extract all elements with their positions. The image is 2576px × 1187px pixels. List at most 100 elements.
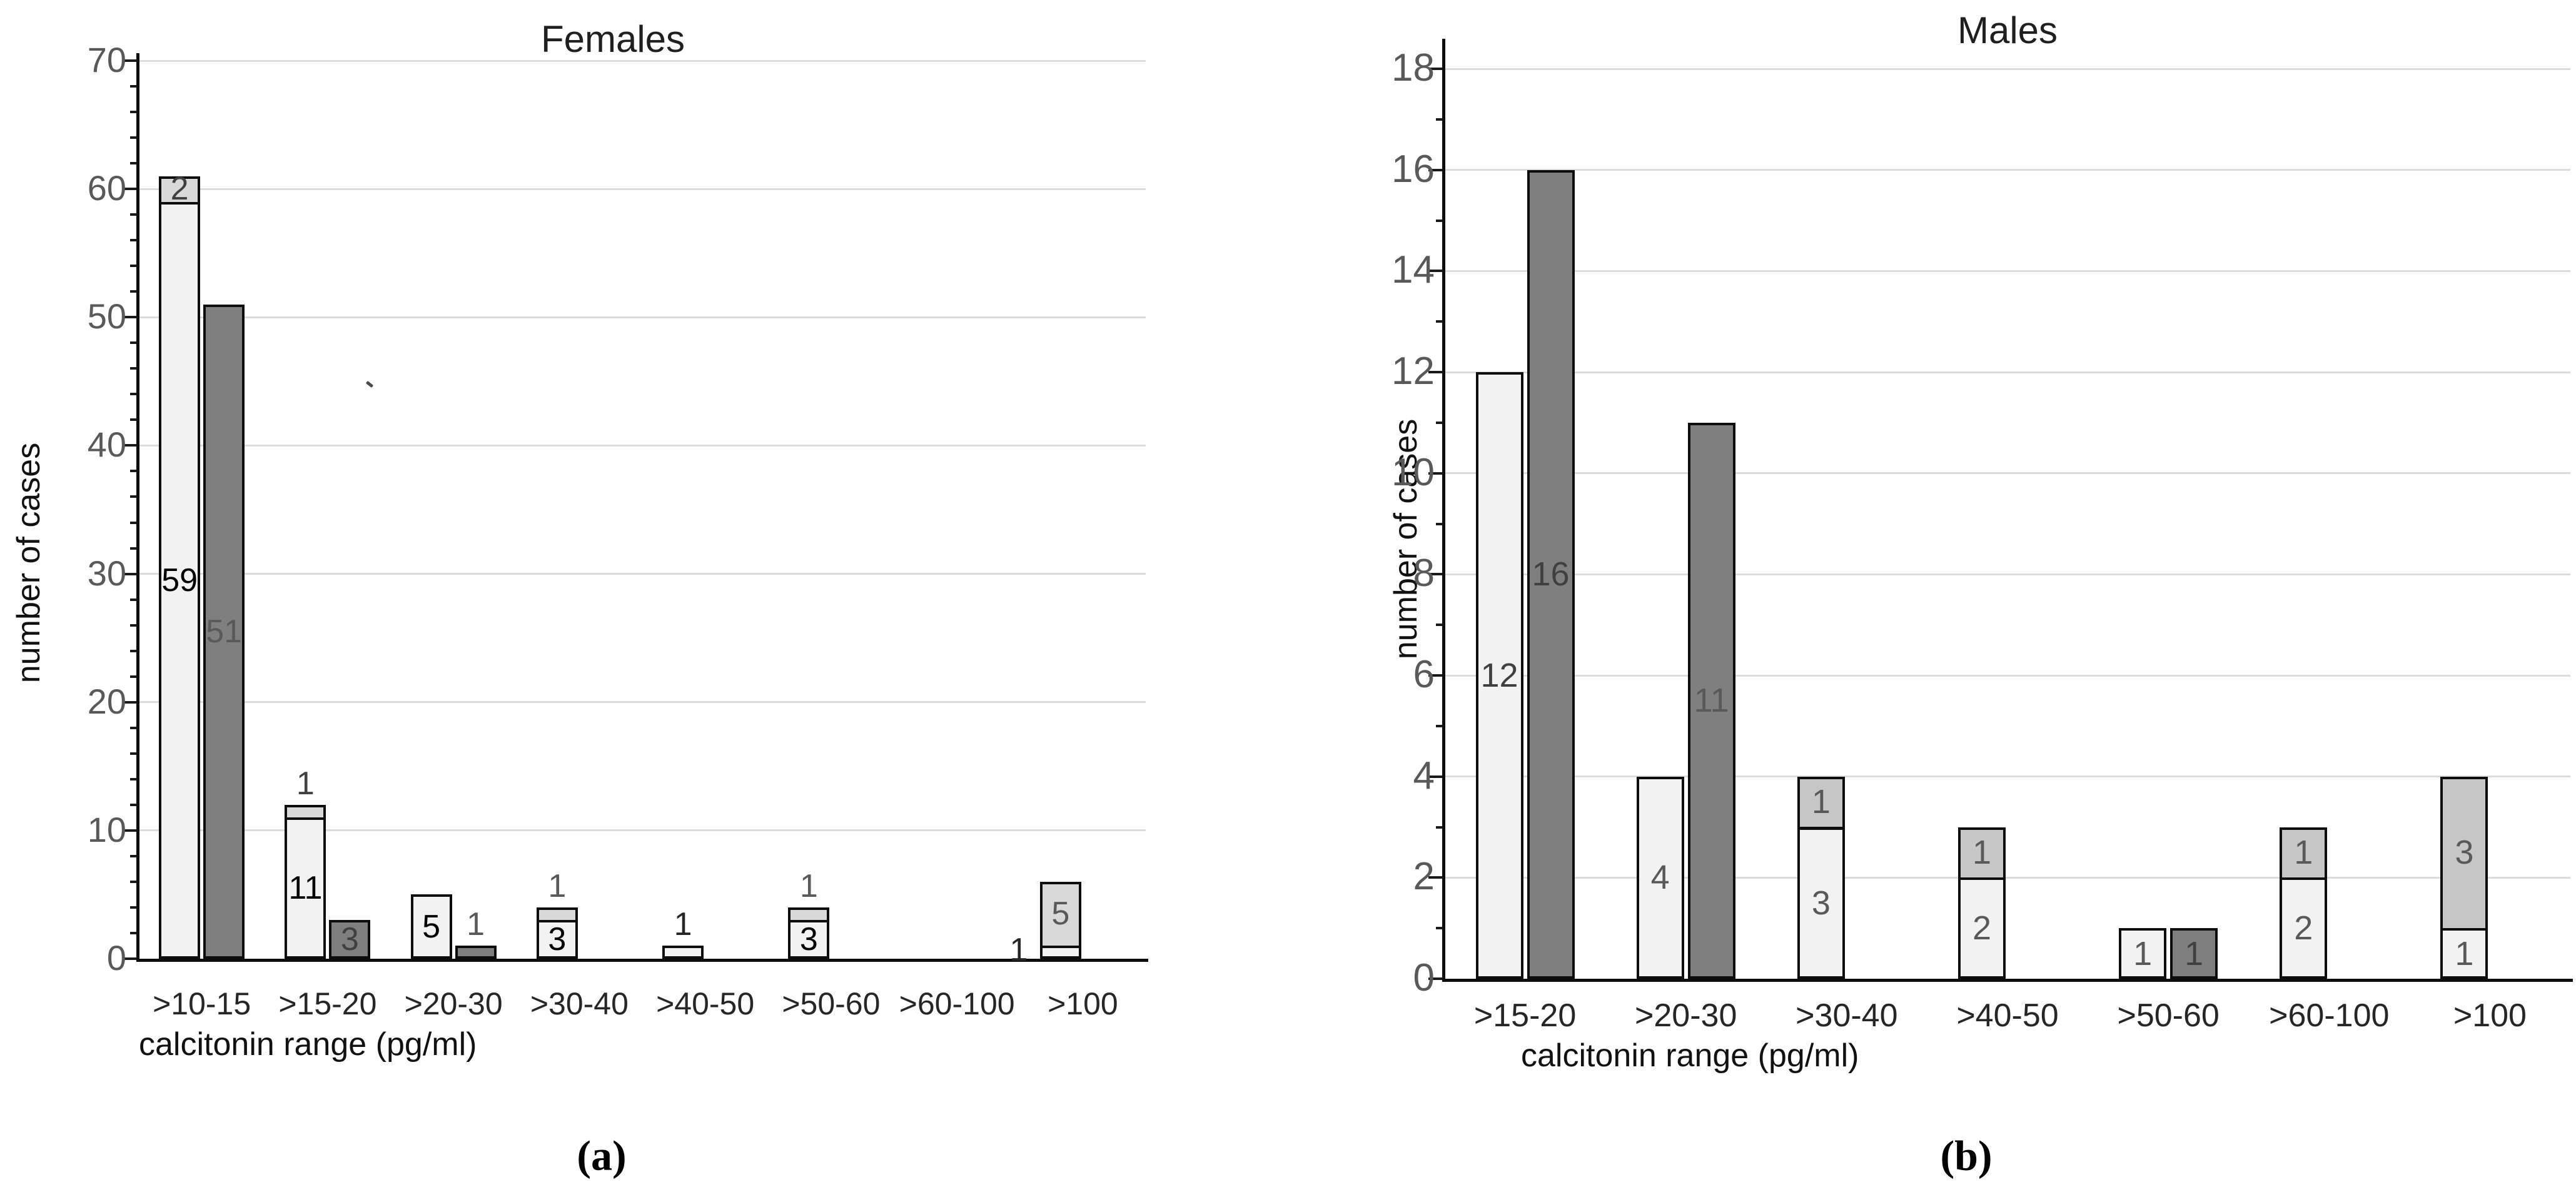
gridline <box>1445 876 2570 879</box>
y-major-tick-mark <box>123 957 139 960</box>
x-axis-line <box>1442 979 2573 982</box>
y-major-tick-mark <box>1428 270 1445 273</box>
y-axis-line <box>1442 39 1445 981</box>
bar-value-label: 12 <box>1480 657 1518 694</box>
bar-segment-light-stack-top <box>285 804 326 821</box>
bar-segment-light-stack-base <box>410 894 452 959</box>
gridline <box>1445 68 2570 70</box>
bar-value-label: 1 <box>799 867 818 904</box>
bar-value-label: 2 <box>1972 909 1992 947</box>
y-tick-label: 16 <box>1392 147 1435 191</box>
bar-segment-light-stack-top <box>1039 881 1081 949</box>
bar-value-label: 1 <box>674 906 692 943</box>
bar-segment-dark <box>329 920 371 959</box>
y-axis-line <box>136 53 139 961</box>
gridline <box>1445 270 2570 272</box>
gridline <box>139 829 1146 832</box>
gridline <box>139 573 1146 575</box>
bar-value-label: 1 <box>296 765 315 802</box>
y-minor-tick-mark <box>130 136 139 139</box>
y-minor-tick-mark <box>130 470 139 473</box>
y-major-tick-mark <box>123 700 139 704</box>
gridline <box>1445 775 2570 778</box>
y-minor-tick-mark <box>1436 724 1445 727</box>
bar-segment-dark <box>1527 169 1575 979</box>
y-minor-tick-mark <box>130 803 139 806</box>
y-major-tick-mark <box>1428 371 1445 373</box>
x-tick-label: >100 <box>2453 998 2527 1034</box>
y-major-tick-mark <box>123 59 139 62</box>
bar-value-label: 1 <box>467 906 485 943</box>
bar-segment-light-stack-top <box>1797 776 1845 830</box>
y-minor-tick-mark <box>130 598 139 601</box>
y-tick-label: 6 <box>1413 653 1435 697</box>
y-minor-tick-mark <box>130 624 139 627</box>
bar-value-label: 1 <box>1811 783 1831 821</box>
y-tick-label: 60 <box>87 168 126 208</box>
y-minor-tick-mark <box>130 931 139 934</box>
y-major-tick-mark <box>123 444 139 447</box>
y-major-tick-mark <box>1428 876 1445 879</box>
gridline <box>1445 573 2570 575</box>
y-minor-tick-mark <box>130 393 139 396</box>
y-minor-tick-mark <box>1436 421 1445 424</box>
caption-a: (a) <box>577 1131 627 1179</box>
chart-title-females: Females <box>540 18 685 60</box>
bar-segment-dark <box>1687 422 1735 979</box>
y-major-tick-mark <box>123 829 139 832</box>
bar-value-label: 11 <box>288 870 323 907</box>
x-tick-label: >100 <box>1048 986 1118 1021</box>
y-minor-tick-mark <box>130 418 139 422</box>
y-tick-label: 14 <box>1392 248 1435 292</box>
y-minor-tick-mark <box>130 521 139 524</box>
y-tick-label: 10 <box>1392 450 1435 494</box>
y-minor-tick-mark <box>1436 219 1445 222</box>
y-tick-label: 0 <box>106 938 126 978</box>
x-axis-title-females: calcitonin range (pg/ml) <box>139 1026 477 1063</box>
bar-segment-light-stack-base <box>2280 877 2328 979</box>
x-tick-label: >40-50 <box>656 986 755 1021</box>
y-minor-tick-mark <box>130 239 139 242</box>
caption-b: (b) <box>1940 1131 1993 1179</box>
y-tick-label: 0 <box>1413 956 1435 1000</box>
y-minor-tick-mark <box>130 367 139 370</box>
bar-value-label: 2 <box>2294 909 2313 947</box>
bar-value-label: 3 <box>548 921 567 958</box>
bar-segment-light-stack-top <box>159 176 201 205</box>
bar-value-label: 59 <box>161 562 198 599</box>
bar-segment-light-stack-base <box>1636 776 1684 979</box>
gridline <box>1445 472 2570 475</box>
y-minor-tick-mark <box>130 85 139 88</box>
bar-segment-light-stack-base <box>536 920 578 959</box>
y-minor-tick-mark <box>130 213 139 216</box>
y-tick-label: 4 <box>1413 754 1435 797</box>
y-major-tick-mark <box>123 188 139 191</box>
y-tick-label: 30 <box>87 553 126 593</box>
x-tick-label: >30-40 <box>1796 998 1898 1034</box>
bar-segment-light-stack-top <box>2280 827 2328 881</box>
y-minor-tick-mark <box>130 675 139 678</box>
y-tick-label: 20 <box>87 681 126 721</box>
x-axis-title-males: calcitonin range (pg/ml) <box>1521 1038 1859 1074</box>
y-tick-label: 2 <box>1413 855 1435 899</box>
bar-value-label: 3 <box>1811 884 1831 922</box>
y-minor-tick-mark <box>130 265 139 268</box>
bar-value-label: 2 <box>170 171 189 208</box>
bar-value-label: 1 <box>548 867 567 904</box>
y-minor-tick-mark <box>130 726 139 729</box>
y-minor-tick-mark <box>130 777 139 780</box>
x-tick-label: >60-100 <box>899 986 1015 1021</box>
gridline <box>139 59 1146 62</box>
y-minor-tick-mark <box>130 111 139 114</box>
y-minor-tick-mark <box>130 162 139 165</box>
x-tick-label: >50-60 <box>2117 998 2220 1034</box>
y-minor-tick-mark <box>130 495 139 498</box>
bar-segment-light-stack-base <box>1958 877 2006 979</box>
y-major-tick-mark <box>123 572 139 575</box>
bar-value-label: 1 <box>2185 934 2204 972</box>
bar-value-label: 4 <box>1650 859 1670 897</box>
x-tick-label: >50-60 <box>782 986 881 1021</box>
x-tick-label: >15-20 <box>278 986 377 1021</box>
